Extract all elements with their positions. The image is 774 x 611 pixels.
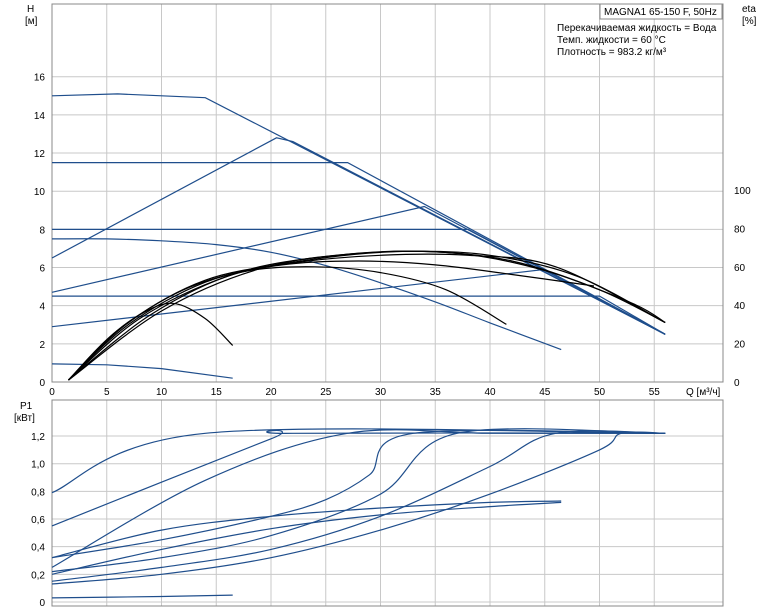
power-y-tick-label: 0,2: [31, 570, 45, 581]
head-curve: [52, 295, 666, 335]
power-chart-frame: [51, 399, 724, 607]
y-tick-label: 6: [39, 264, 45, 275]
power-curve: [51, 430, 666, 582]
title-box: [599, 3, 723, 20]
y-tick-label: 16: [34, 73, 46, 84]
efficiency-curve: [67, 260, 595, 381]
head-curve: [51, 93, 666, 335]
y2-tick-label: 0: [734, 378, 740, 389]
y-tick-label: 4: [39, 302, 45, 313]
y2-tick-label: 80: [734, 224, 746, 235]
power-y-tick-label: 0,6: [31, 515, 45, 526]
power-curve: [51, 500, 562, 559]
head-curve: [51, 137, 666, 335]
power-y-tick-label: 1,2: [31, 432, 45, 443]
x-tick-label: 0: [49, 387, 55, 398]
y-axis-label: H: [27, 4, 34, 15]
head-chart-curves: [51, 93, 666, 381]
power-y-axis-label: P1: [20, 401, 33, 412]
y2-tick-label: 100: [734, 186, 751, 197]
power-y-tick-label: 0,4: [31, 543, 45, 554]
power-curve: [51, 431, 666, 585]
power-y-tick-label: 1,0: [31, 460, 45, 471]
power-curve: [51, 594, 233, 599]
power-chart-ticks: 0 0,2 0,4 0,6 0,8 1,0 1,2: [31, 432, 45, 609]
x-tick-label: 55: [649, 387, 661, 398]
power-y-axis-unit: [кВт]: [14, 413, 35, 424]
x-tick-label: 5: [104, 387, 110, 398]
x-tick-label: 15: [211, 387, 223, 398]
power-y-tick-label: 0,8: [31, 487, 45, 498]
y-tick-label: 0: [39, 378, 45, 389]
power-curve: [51, 501, 562, 575]
x-tick-label: 30: [375, 387, 387, 398]
efficiency-curve: [68, 250, 666, 381]
y-tick-label: 10: [34, 187, 46, 198]
head-curve: [52, 162, 666, 335]
y2-tick-label: 40: [734, 301, 746, 312]
x-tick-label: 50: [594, 387, 606, 398]
head-curve: [51, 363, 233, 379]
x-tick-label: 20: [265, 387, 277, 398]
power-chart-curves: [51, 428, 666, 599]
power-curve: [51, 429, 666, 559]
y-tick-label: 14: [34, 111, 46, 122]
y-axis-unit: [м]: [25, 16, 38, 27]
x-axis-label: Q [м³/ч]: [686, 387, 721, 398]
info-line-1: Перекачиваемая жидкость = Вода: [557, 23, 717, 34]
y2-axis-label: eta: [742, 4, 756, 15]
power-curve: [51, 429, 666, 568]
power-chart-grid: [51, 400, 723, 606]
head-chart-frame: [51, 3, 724, 383]
x-tick-label: 25: [320, 387, 332, 398]
efficiency-curve: [67, 266, 507, 381]
info-line-3: Плотность = 983.2 кг/м³: [557, 47, 667, 58]
y2-tick-label: 20: [734, 340, 746, 351]
head-curve: [52, 228, 666, 335]
y2-tick-label: 60: [734, 263, 746, 274]
x-tick-label: 10: [156, 387, 168, 398]
power-y-tick-label: 0: [39, 598, 45, 609]
efficiency-curve: [67, 253, 666, 381]
head-chart-ticks: 0 5 10 15 20 25 30 35 40 45 50 55 0 2 4 6 8 10 12 14 16 0 20 40…: [34, 73, 751, 398]
head-chart-grid: [51, 4, 723, 383]
x-tick-label: 35: [430, 387, 442, 398]
power-curve: [51, 428, 666, 573]
info-line-2: Темп. жидкости = 60 °C: [557, 35, 666, 46]
x-tick-label: 40: [484, 387, 496, 398]
y2-axis-unit: [%]: [742, 16, 757, 27]
x-tick-label: 45: [539, 387, 551, 398]
y-tick-label: 2: [39, 340, 45, 351]
y-tick-label: 12: [34, 149, 46, 160]
chart-title: MAGNA1 65-150 F, 50Hz: [604, 7, 717, 18]
y-tick-label: 8: [39, 225, 45, 236]
